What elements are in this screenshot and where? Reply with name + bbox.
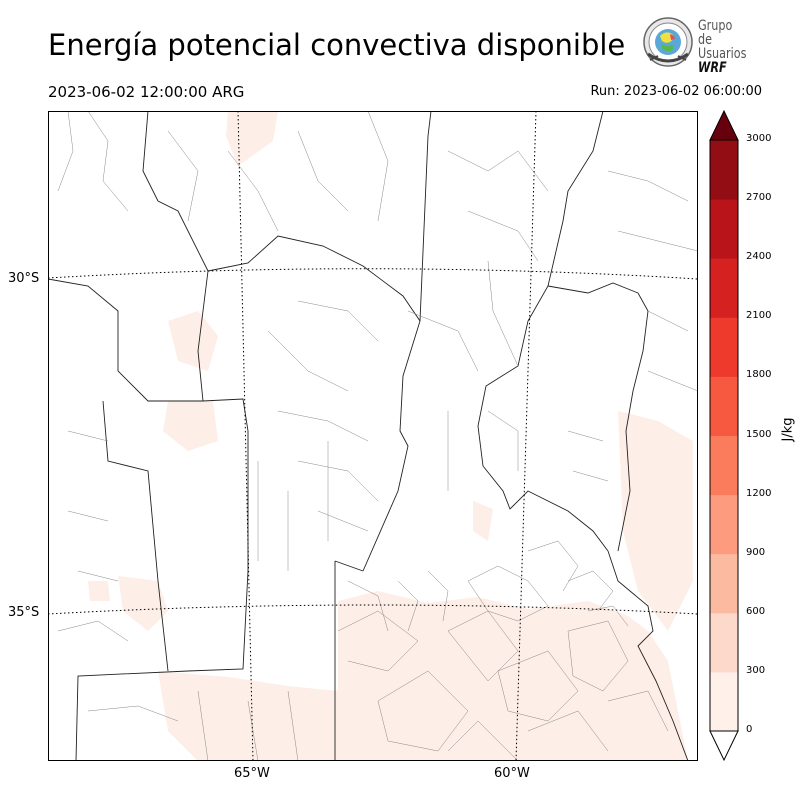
colorbar-bin-2400 xyxy=(710,199,738,259)
colorbar-tick-300: 300 xyxy=(746,664,766,676)
lat-label-35s: 35°S xyxy=(8,605,40,620)
colorbar-bin-300 xyxy=(710,612,738,673)
logo-line-3: WRF xyxy=(698,60,727,76)
colorbar-bin-1200 xyxy=(710,435,738,496)
colorbar-tick-900: 900 xyxy=(746,546,766,558)
lat-label-30s: 30°S xyxy=(8,271,40,286)
colorbar-tick-1500: 1500 xyxy=(746,428,772,440)
colorbar-bin-900 xyxy=(710,494,738,555)
colorbar-bins xyxy=(710,140,738,732)
colorbar-bin-1800 xyxy=(710,317,738,377)
logo-text: Grupo de Usuarios WRF xyxy=(698,19,748,75)
graticule xyxy=(48,111,698,761)
colorbar-bin-2100 xyxy=(710,258,738,318)
run-time: Run: 2023-06-02 06:00:00 xyxy=(590,84,762,99)
colorbar-bin-1500 xyxy=(710,376,738,436)
colorbar-bin-0 xyxy=(710,671,738,732)
colorbar-tick-1800: 1800 xyxy=(746,369,772,381)
colorbar-tick-1200: 1200 xyxy=(746,487,772,499)
colorbar-tick-2400: 2400 xyxy=(746,251,772,263)
department-boundaries xyxy=(57,111,698,761)
colorbar-tick-0: 0 xyxy=(746,724,753,735)
colorbar xyxy=(709,110,739,762)
colorbar-tick-600: 600 xyxy=(746,605,766,617)
colorbar-unit-label: J/kg xyxy=(780,417,796,442)
colorbar-tick-2100: 2100 xyxy=(746,310,772,322)
province-boundaries xyxy=(48,111,689,761)
colorbar-bin-2700 xyxy=(710,140,738,200)
colorbar-outline xyxy=(709,139,739,732)
lon-label-60w: 60°W xyxy=(494,766,530,781)
lon-label-65w: 65°W xyxy=(234,766,270,781)
colorbar-tick-2700: 2700 xyxy=(746,192,772,204)
cape-map xyxy=(48,111,698,761)
valid-time: 2023-06-02 12:00:00 ARG xyxy=(48,83,245,101)
grupo-usuarios-wrf-logo: Grupo de Usuarios WRF xyxy=(640,16,760,75)
map-title: Energía potencial convectiva disponible xyxy=(48,28,626,62)
colorbar-extend-max xyxy=(709,110,739,141)
colorbar-bin-600 xyxy=(710,553,738,614)
colorbar-extend-min xyxy=(709,730,739,762)
logo-line-2: Usuarios xyxy=(698,46,747,62)
colorbar-tick-3000: 3000 xyxy=(746,133,772,144)
logo-line-1: Grupo de xyxy=(698,18,733,48)
globe-emblem-icon xyxy=(643,17,693,67)
cape-field xyxy=(88,111,693,761)
map-frame xyxy=(48,111,698,761)
